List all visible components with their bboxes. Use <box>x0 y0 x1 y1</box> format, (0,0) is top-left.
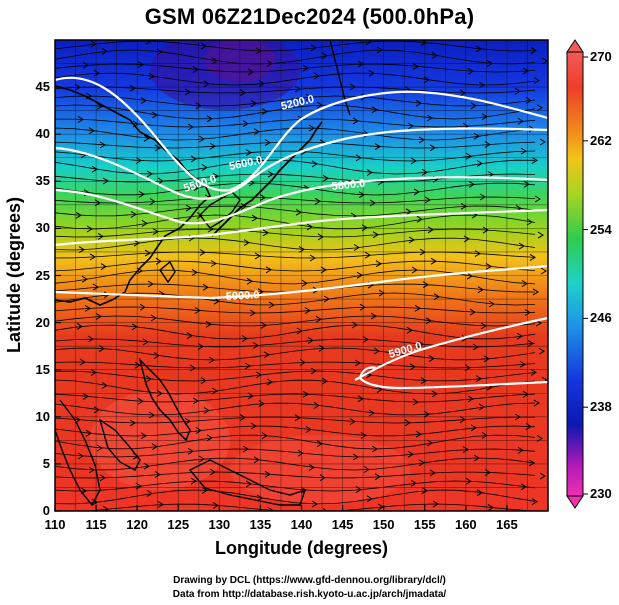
chart-title: GSM 06Z21Dec2024 (500.0hPa) <box>144 4 475 29</box>
y-tick-label: 35 <box>35 173 50 189</box>
x-tick-label: 150 <box>372 517 395 532</box>
colorbar-tick-label: 254 <box>590 221 612 237</box>
x-tick-label: 125 <box>167 517 190 532</box>
colorbar-tick-label: 262 <box>590 132 612 148</box>
x-tick-label: 130 <box>208 517 231 532</box>
x-tick-label: 140 <box>290 517 313 532</box>
x-tick-label: 110 <box>44 517 66 532</box>
colorbar-tick-label: 270 <box>590 49 612 64</box>
y-tick-label: 30 <box>35 220 50 236</box>
axis-ticks <box>54 86 549 512</box>
x-tick-label: 135 <box>249 517 272 532</box>
colorbar-tick-label: 230 <box>590 486 612 501</box>
colorbar-tick-label: 238 <box>590 399 612 415</box>
x-tick-label: 120 <box>126 517 148 532</box>
x-tick-label: 155 <box>413 517 436 532</box>
credit-line-data: Data from http://database.rish.kyoto-u.a… <box>172 589 447 600</box>
contour-label: 5900.0 <box>226 289 260 303</box>
wind-streamlines <box>55 40 548 511</box>
y-tick-label: 5 <box>42 455 50 471</box>
y-tick-label: 10 <box>35 408 50 424</box>
y-tick-label: 0 <box>42 503 50 518</box>
height-contours <box>55 76 548 390</box>
colorbar <box>566 39 588 509</box>
x-tick-label: 160 <box>454 517 477 532</box>
x-tick-label: 145 <box>331 517 354 532</box>
y-tick-label: 15 <box>35 361 50 377</box>
x-tick-label: 165 <box>496 517 518 532</box>
x-axis-label: Longitude (degrees) <box>214 538 388 558</box>
colorbar-tick-label: 246 <box>590 310 612 326</box>
y-tick-label: 45 <box>35 79 50 95</box>
coastlines <box>55 40 351 507</box>
credit-line-dcl: Drawing by DCL (https://www.gfd-dennou.o… <box>173 575 446 586</box>
contour-label: 5800.0 <box>331 178 366 193</box>
y-tick-label: 20 <box>35 314 50 330</box>
y-tick-label: 25 <box>35 267 50 283</box>
x-tick-label: 115 <box>85 517 107 532</box>
y-tick-label: 40 <box>35 126 50 142</box>
